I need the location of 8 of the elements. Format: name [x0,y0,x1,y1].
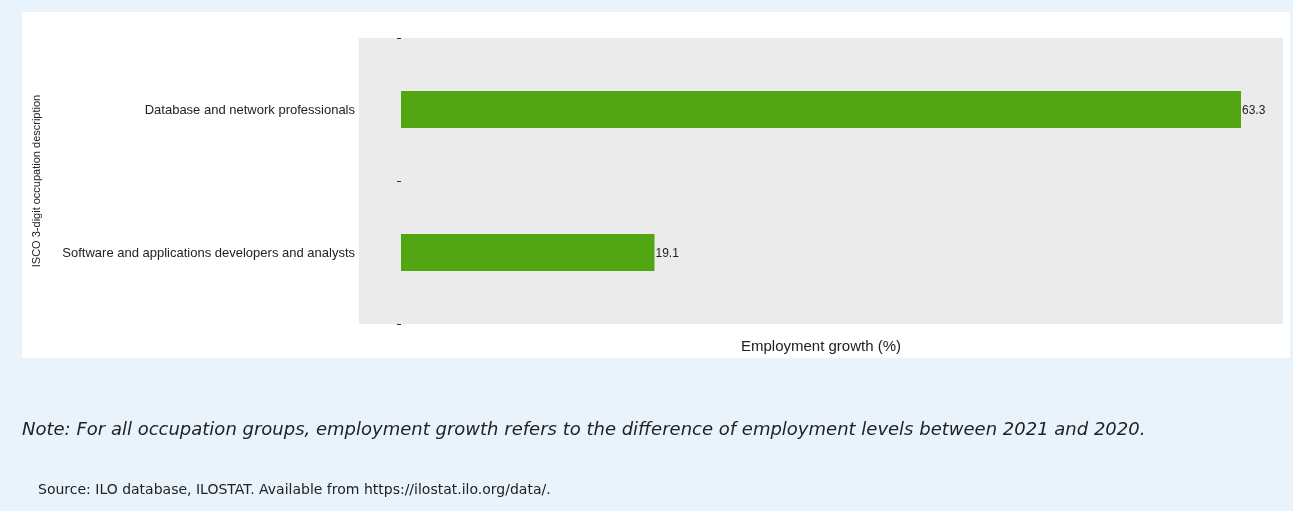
data-label: 63.3 [1242,102,1266,117]
y-axis-title: ISCO 3-digit occupation description [29,94,42,268]
source-note: Source: ILO database, ILOSTAT. Available from https://ilostat.ilo.org/data/. [38,481,551,497]
text: Note: For all occupation groups, employment growth refers to the difference of employment levels between 2021 and 2020. [22,417,1147,441]
y-tick-label: Software and applications developers and analysts [62,245,356,260]
data-label: 19.1 [655,245,680,260]
x-axis-title: Employment growth (%) [740,337,902,354]
y-tick-label: Database and network professionals [144,102,356,117]
